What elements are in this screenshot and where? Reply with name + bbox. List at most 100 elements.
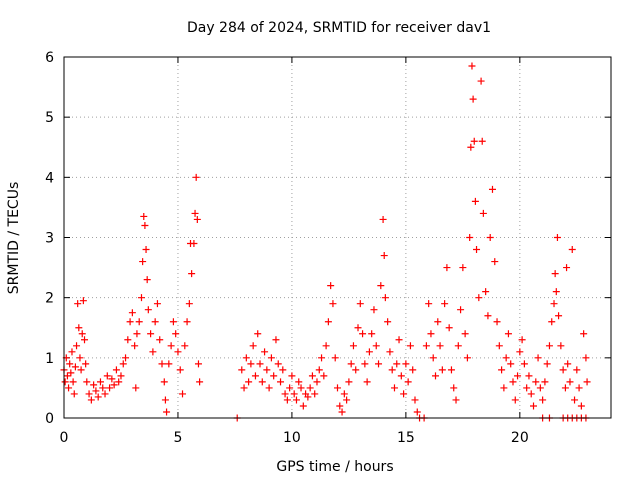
data-point [139, 258, 147, 266]
data-point [94, 393, 102, 401]
data-point [238, 366, 246, 374]
data-point [452, 396, 460, 404]
data-point [468, 62, 476, 70]
data-point [370, 306, 378, 314]
data-point [172, 330, 180, 338]
data-point [185, 300, 193, 308]
data-point [434, 318, 442, 326]
y-tick-label: 4 [45, 170, 54, 186]
data-point [245, 378, 253, 386]
data-point [142, 246, 150, 254]
data-point [470, 137, 478, 145]
data-point [117, 372, 125, 380]
x-tick-label: 10 [283, 430, 301, 446]
data-point [518, 336, 526, 344]
data-point [498, 366, 506, 374]
data-point [406, 342, 414, 350]
x-tick-label: 5 [173, 430, 182, 446]
data-point [124, 336, 132, 344]
data-point [495, 342, 503, 350]
data-point [183, 318, 191, 326]
data-point [112, 366, 120, 374]
x-tick-label: 15 [397, 430, 415, 446]
data-point [292, 396, 300, 404]
chart-title: Day 284 of 2024, SRMTID for receiver dav… [187, 20, 491, 36]
data-point [539, 396, 547, 404]
data-point [525, 372, 533, 380]
data-point [141, 221, 149, 229]
data-point [543, 360, 551, 368]
data-point [473, 246, 481, 254]
data-point [493, 318, 501, 326]
data-point [427, 330, 435, 338]
data-point [395, 336, 403, 344]
data-point [286, 384, 294, 392]
data-point [447, 366, 455, 374]
data-point [315, 366, 323, 374]
data-point [188, 270, 196, 278]
data-point [76, 354, 84, 362]
x-axis-label: GPS time / hours [276, 459, 393, 475]
data-point [133, 330, 141, 338]
data-point [454, 342, 462, 350]
data-point [295, 378, 303, 386]
data-point [520, 360, 528, 368]
data-point [63, 372, 71, 380]
data-point [555, 312, 563, 320]
data-point [85, 390, 93, 398]
data-point [384, 318, 392, 326]
data-point [161, 396, 169, 404]
data-point [571, 396, 579, 404]
data-point [397, 372, 405, 380]
data-point [504, 330, 512, 338]
data-point [274, 360, 282, 368]
data-point [331, 354, 339, 362]
data-point [563, 264, 571, 272]
data-point [254, 330, 262, 338]
data-point [486, 234, 494, 241]
data-point [66, 360, 74, 368]
data-point [190, 240, 198, 248]
data-point [110, 381, 118, 389]
data-point [443, 264, 451, 272]
data-point [83, 378, 91, 386]
data-point [436, 342, 444, 350]
data-point [509, 378, 517, 386]
data-point [153, 300, 161, 308]
data-point [352, 366, 360, 374]
data-point [514, 372, 522, 380]
data-point [338, 408, 346, 416]
data-point [548, 318, 556, 326]
data-point [478, 137, 486, 145]
data-point [267, 354, 275, 362]
y-tick-label: 0 [45, 411, 54, 427]
data-point [247, 360, 255, 368]
data-point [507, 360, 515, 368]
data-point [74, 300, 82, 308]
data-point [523, 384, 531, 392]
data-point [500, 384, 508, 392]
data-point [388, 366, 396, 374]
data-point [174, 348, 182, 356]
data-point [82, 360, 90, 368]
data-point [377, 282, 385, 290]
data-point [553, 234, 561, 241]
data-point [354, 324, 362, 332]
data-point [381, 294, 389, 302]
data-point [545, 342, 553, 350]
data-point [469, 95, 477, 103]
data-point [322, 342, 330, 350]
data-point [550, 300, 558, 308]
data-point [92, 387, 100, 395]
data-point [559, 366, 567, 374]
data-point [151, 318, 159, 326]
data-point [140, 212, 148, 220]
data-point [551, 270, 559, 278]
data-point [115, 378, 123, 386]
data-point [194, 360, 202, 368]
data-point [393, 360, 401, 368]
data-point [158, 360, 166, 368]
data-point [306, 384, 314, 392]
data-point [288, 372, 296, 380]
